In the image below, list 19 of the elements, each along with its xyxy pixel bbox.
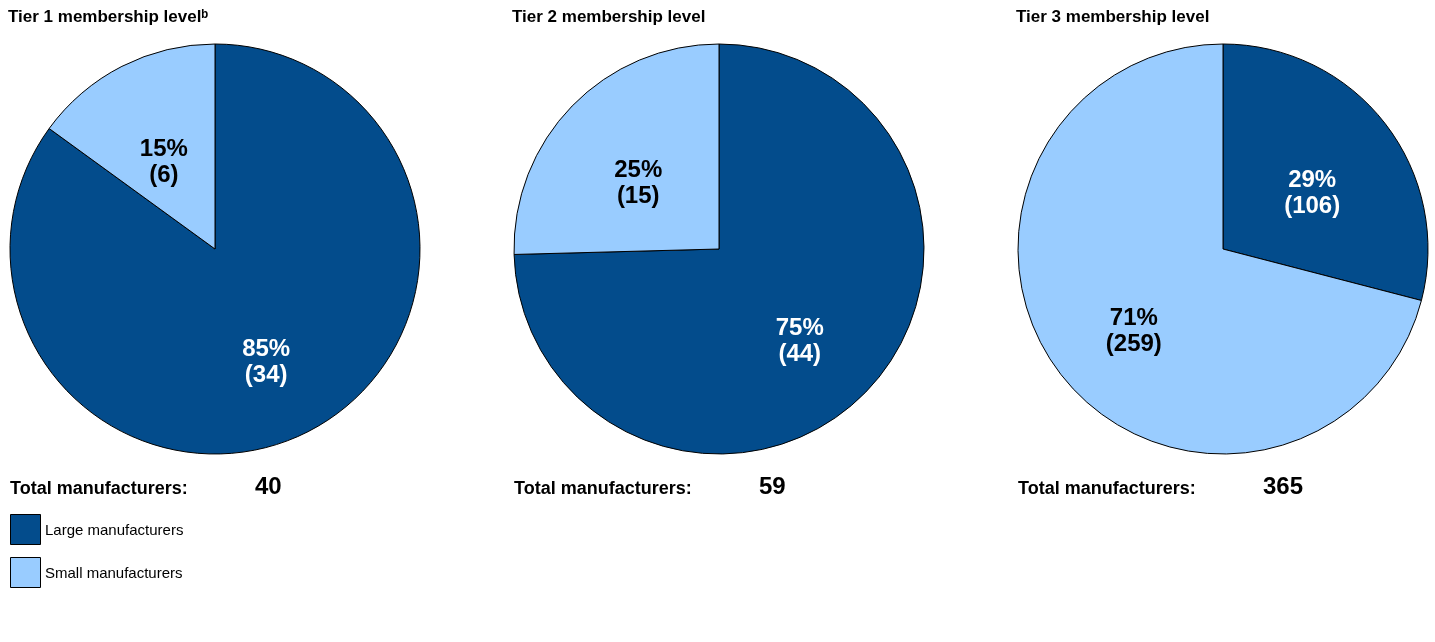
text: 365 bbox=[1263, 472, 1304, 499]
pie-slice bbox=[513, 43, 925, 455]
text: Total manufacturers: bbox=[1018, 478, 1196, 498]
chart-title: Tier 1 membership levelᵇ bbox=[8, 7, 209, 26]
text: Total manufacturers: bbox=[514, 478, 692, 498]
chart-title: Tier 2 membership level bbox=[512, 7, 706, 26]
pie-slice bbox=[9, 43, 421, 455]
data-label: 85% (34) bbox=[242, 334, 291, 388]
data-label: 75% (44) bbox=[775, 312, 824, 366]
text: Total manufacturers: bbox=[10, 478, 188, 498]
data-label: 25% (15) bbox=[614, 155, 663, 209]
text: 59 bbox=[759, 472, 786, 499]
data-label: 15% (6) bbox=[139, 133, 188, 187]
chart-title: Tier 3 membership level bbox=[1016, 7, 1210, 26]
data-label: 29% (106) bbox=[1284, 165, 1341, 219]
legend-label: Small manufacturers bbox=[45, 563, 183, 581]
data-label: 71% (259) bbox=[1105, 302, 1162, 356]
text: 40 bbox=[255, 472, 282, 499]
legend-label: Large manufacturers bbox=[45, 520, 184, 538]
